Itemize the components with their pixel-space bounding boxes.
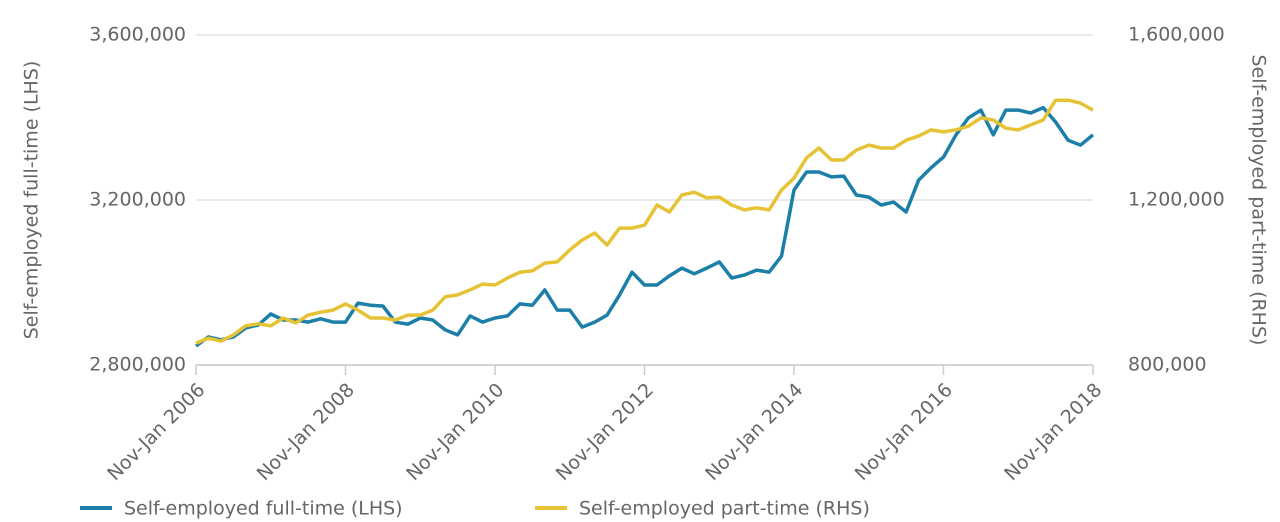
y2-axis-title: Self-employed part-time (RHS) [1248,55,1270,346]
y-tick-label: 3,200,000 [89,189,186,211]
x-tick-label: Nov-Jan 2010 [402,379,508,485]
y2-tick-label: 800,000 [1128,354,1207,376]
legend-label: Self-employed part-time (RHS) [579,498,870,520]
x-tick-label: Nov-Jan 2008 [253,379,359,485]
y2-tick-label: 1,200,000 [1128,189,1225,211]
legend-label: Self-employed full-time (LHS) [124,498,403,520]
y-tick-label: 3,600,000 [89,24,186,46]
series-line [194,105,1095,348]
series-line [195,98,1094,345]
x-tick-label: Nov-Jan 2018 [1000,379,1106,485]
x-tick-label: Nov-Jan 2006 [103,379,209,485]
x-tick-label: Nov-Jan 2014 [701,379,807,485]
x-tick-label: Nov-Jan 2016 [851,379,957,485]
y-axis-title: Self-employed full-time (LHS) [21,61,43,340]
y-tick-label: 2,800,000 [89,354,186,376]
y2-tick-label: 1,600,000 [1128,24,1225,46]
x-tick-label: Nov-Jan 2012 [552,379,658,485]
